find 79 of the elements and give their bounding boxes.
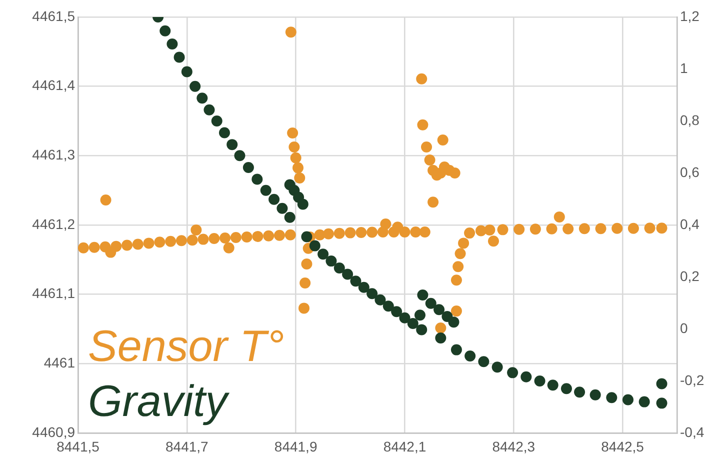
point [297, 198, 308, 210]
point [638, 396, 650, 408]
point [425, 298, 436, 309]
point [226, 139, 238, 150]
point [218, 127, 230, 138]
point [382, 300, 394, 312]
point [358, 282, 370, 293]
y-tick-label: 4461 [44, 354, 76, 371]
point [374, 294, 386, 306]
x-tick-label: 8441,7 [165, 438, 209, 454]
point [492, 362, 503, 373]
x-tick-label: 8442,3 [492, 438, 536, 454]
point [622, 394, 634, 406]
point [276, 202, 288, 214]
point [416, 324, 428, 336]
y2-tick-label: 0,4 [680, 216, 700, 232]
point [204, 104, 215, 116]
point [656, 398, 668, 409]
y2-tick-label: -0,4 [680, 424, 704, 440]
y2-tick-label: 1,2 [680, 8, 700, 24]
point [606, 392, 618, 404]
y-tick-label: 4461,4 [32, 77, 76, 94]
point [448, 316, 460, 328]
y2-tick-label: 0,2 [680, 268, 700, 284]
point [268, 194, 280, 205]
point [417, 290, 428, 301]
text: Gravity [88, 377, 230, 426]
y-tick-label: 4461,2 [32, 216, 76, 232]
point [534, 376, 546, 386]
point [181, 66, 192, 78]
point [399, 312, 410, 324]
y-tick-label: 4461,1 [32, 285, 76, 302]
point [414, 310, 426, 321]
point [507, 367, 518, 378]
point [166, 38, 178, 50]
point [234, 150, 246, 162]
point [478, 356, 490, 368]
series-label: Sensor T° [88, 322, 284, 371]
point [318, 248, 329, 260]
y2-tick-label: 1 [680, 60, 688, 76]
point [301, 231, 312, 242]
y2-tick-label: -0,2 [680, 372, 704, 388]
y2-tick-label: 0,8 [680, 112, 700, 128]
x-tick-label: 8442,1 [383, 438, 426, 454]
point [342, 268, 354, 280]
point [435, 332, 446, 344]
y2-tick-label: 0 [680, 320, 688, 336]
point [434, 304, 445, 316]
x-tick-label: 8441,9 [274, 438, 318, 454]
point [407, 318, 418, 329]
point [260, 184, 272, 196]
point [656, 378, 668, 390]
point [309, 240, 320, 252]
point [391, 306, 402, 318]
point [326, 256, 337, 267]
point [450, 344, 462, 356]
point [196, 92, 208, 104]
point [174, 52, 185, 63]
point [190, 80, 201, 92]
point [350, 276, 362, 287]
point [211, 116, 222, 126]
y2-tick-label: 0,6 [680, 164, 700, 180]
x-tick-label: 8442,5 [601, 438, 644, 454]
point [590, 389, 601, 400]
point [242, 162, 254, 173]
point [160, 25, 171, 36]
point [547, 380, 558, 391]
point [252, 174, 263, 185]
point [560, 383, 572, 394]
point [574, 386, 586, 398]
y-tick-label: 4460,9 [32, 424, 76, 440]
point [464, 350, 476, 362]
y-tick-label: 4461,5 [32, 8, 76, 24]
point [366, 288, 378, 300]
point [520, 371, 532, 382]
y-tick-label: 4461,3 [32, 146, 76, 163]
point [284, 212, 296, 223]
point [334, 262, 345, 274]
x-tick-label: 8441,5 [56, 438, 100, 454]
